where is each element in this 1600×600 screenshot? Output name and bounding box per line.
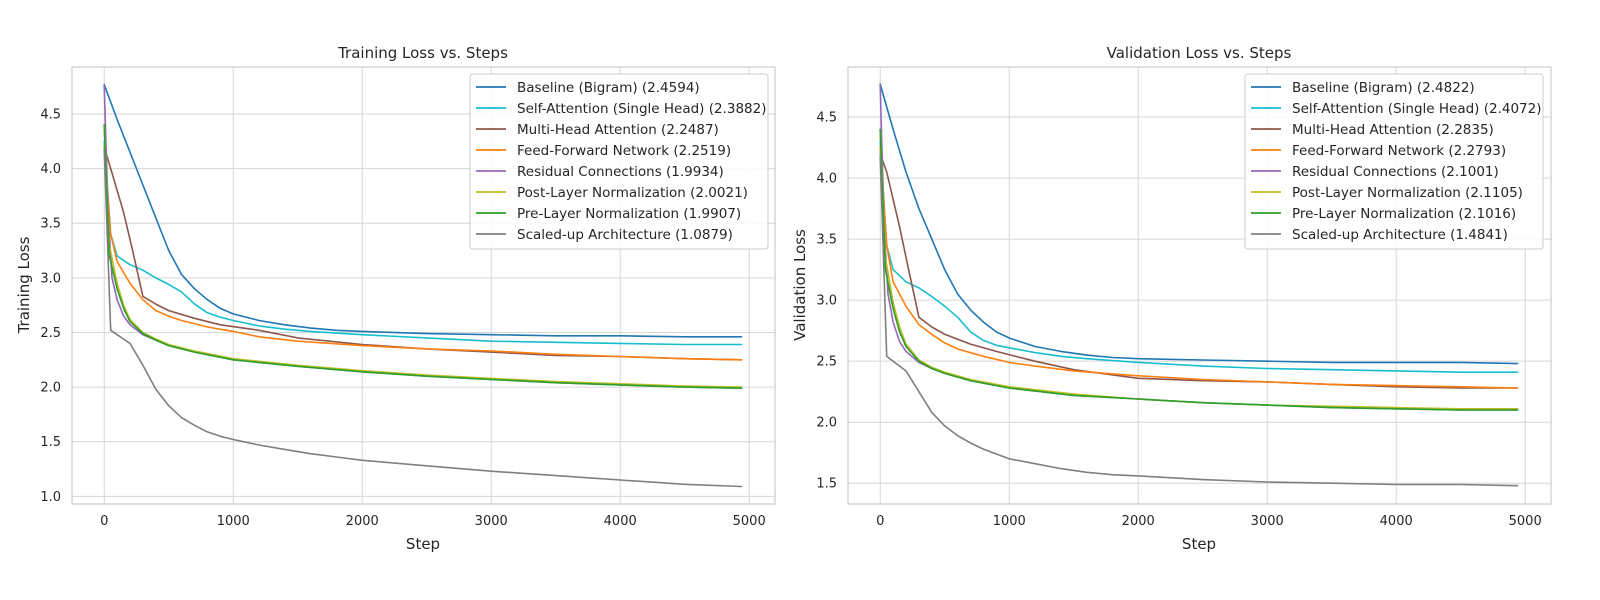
validation-x-tick-label: 4000: [1380, 514, 1413, 529]
validation-y-ticks: 1.5 2.0 2.5 3.0 3.5 4.0 4.5: [816, 111, 837, 492]
training-legend-label: Baseline (Bigram) (2.4594): [517, 80, 700, 96]
validation-x-tick-label: 5000: [1509, 514, 1542, 529]
training-x-tick-label: 4000: [604, 514, 637, 529]
training-series-lines: [103, 83, 743, 488]
training-y-tick-label: 4.5: [40, 107, 61, 122]
training-x-tick-label: 5000: [733, 514, 766, 529]
validation-y-tick-label: 4.0: [816, 172, 837, 187]
validation-series-lines: [879, 83, 1519, 487]
training-grid: [72, 67, 775, 504]
training-series-line: [103, 146, 743, 361]
validation-x-tick-label: 1000: [993, 514, 1026, 529]
training-plot-frame: [71, 66, 776, 505]
training-x-tick-label: 2000: [346, 514, 379, 529]
validation-legend: Baseline (Bigram) (2.4822) Self-Attention…: [1244, 73, 1544, 250]
validation-x-ticks: 0 1000 2000 3000 4000 5000: [876, 514, 1542, 529]
validation-x-axis-label: Step: [1182, 535, 1216, 553]
validation-legend-label: Baseline (Bigram) (2.4822): [1292, 80, 1475, 96]
training-y-tick-label: 4.0: [40, 162, 61, 177]
validation-y-tick-label: 4.5: [816, 111, 837, 126]
training-y-tick-label: 2.5: [40, 326, 61, 341]
validation-legend-box: [1244, 73, 1544, 250]
validation-y-tick-label: 1.5: [816, 477, 837, 492]
training-y-tick-label: 3.5: [40, 217, 61, 232]
validation-legend-label: Multi-Head Attention (2.2835): [1292, 122, 1494, 138]
training-legend-entries: Baseline (Bigram) (2.4594) Self-Attention…: [476, 80, 767, 243]
training-legend-label: Self-Attention (Single Head) (2.3882): [517, 101, 767, 117]
training-x-axis-label: Step: [406, 535, 440, 553]
validation-loss-chart: Validation Loss vs. Steps Step Validatio…: [791, 44, 1552, 553]
validation-series-line: [879, 146, 1519, 389]
training-legend-label: Pre-Layer Normalization (1.9907): [517, 206, 741, 222]
validation-y-tick-label: 2.5: [816, 355, 837, 370]
validation-series-line: [879, 83, 1519, 365]
validation-series-line: [879, 155, 1519, 487]
training-y-ticks: 1.0 1.5 2.0 2.5 3.0 3.5 4.0 4.5: [40, 107, 61, 504]
training-x-ticks: 0 1000 2000 3000 4000 5000: [100, 514, 766, 529]
validation-legend-label: Residual Connections (2.1001): [1292, 164, 1499, 180]
validation-y-tick-label: 3.0: [816, 294, 837, 309]
training-y-axis-label: Training Loss: [15, 236, 33, 334]
training-x-tick-label: 0: [100, 514, 108, 529]
training-x-tick-label: 3000: [475, 514, 508, 529]
training-legend-label: Post-Layer Normalization (2.0021): [517, 185, 748, 201]
training-legend-label: Residual Connections (1.9934): [517, 164, 724, 180]
training-chart-title: Training Loss vs. Steps: [337, 44, 508, 62]
training-x-tick-label: 1000: [217, 514, 250, 529]
training-y-tick-label: 2.0: [40, 381, 61, 396]
validation-legend-label: Scaled-up Architecture (1.4841): [1292, 227, 1508, 243]
validation-chart-title: Validation Loss vs. Steps: [1107, 44, 1292, 62]
validation-legend-label: Post-Layer Normalization (2.1105): [1292, 185, 1523, 201]
training-y-tick-label: 3.0: [40, 271, 61, 286]
validation-y-tick-label: 2.0: [816, 416, 837, 431]
training-series-line: [103, 146, 743, 361]
validation-plot-frame: [847, 66, 1552, 505]
validation-x-tick-label: 3000: [1251, 514, 1284, 529]
validation-grid: [848, 67, 1551, 504]
validation-legend-label: Pre-Layer Normalization (2.1016): [1292, 206, 1516, 222]
training-series-line: [103, 124, 743, 388]
training-series-line: [103, 148, 743, 488]
training-legend-label: Scaled-up Architecture (1.0879): [517, 227, 733, 243]
training-legend: Baseline (Bigram) (2.4594) Self-Attention…: [469, 73, 769, 250]
training-legend-label: Feed-Forward Network (2.2519): [517, 143, 731, 159]
validation-y-axis-label: Validation Loss: [791, 229, 809, 341]
training-y-tick-label: 1.5: [40, 435, 61, 450]
validation-x-tick-label: 0: [876, 514, 884, 529]
validation-y-tick-label: 3.5: [816, 233, 837, 248]
training-legend-label: Multi-Head Attention (2.2487): [517, 122, 719, 138]
training-series-line: [103, 83, 743, 338]
validation-legend-label: Self-Attention (Single Head) (2.4072): [1292, 101, 1542, 117]
validation-series-line: [879, 128, 1519, 410]
training-legend-box: [469, 73, 769, 250]
training-series-line: [103, 124, 743, 389]
training-loss-chart: Training Loss vs. Steps Step Training Lo…: [15, 44, 776, 553]
validation-x-tick-label: 2000: [1122, 514, 1155, 529]
validation-series-line: [879, 128, 1519, 411]
validation-legend-label: Feed-Forward Network (2.2793): [1292, 143, 1506, 159]
validation-legend-entries: Baseline (Bigram) (2.4822) Self-Attention…: [1251, 80, 1542, 243]
training-y-tick-label: 1.0: [40, 490, 61, 505]
